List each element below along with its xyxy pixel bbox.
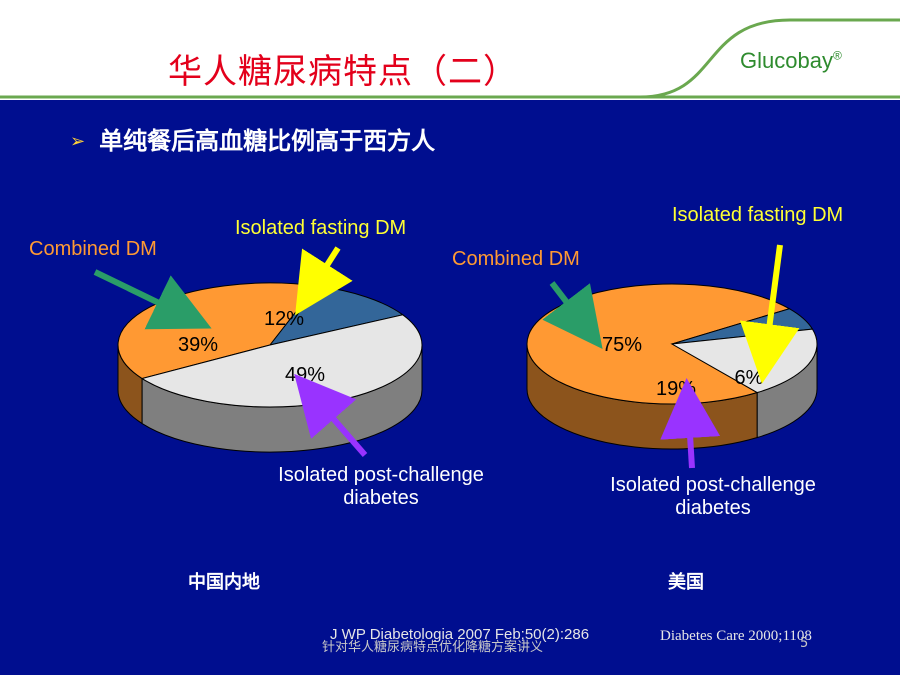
us-post-label-line2: diabetes xyxy=(675,497,751,519)
us-region-label: 美国 xyxy=(668,572,704,593)
page-number: 5 xyxy=(800,636,809,651)
china-data-label-fasting: 12% xyxy=(264,308,304,330)
bullet-point: ➢ 单纯餐后高血糖比例高于西方人 xyxy=(70,121,435,156)
us-combined-label: Combined DM xyxy=(452,248,580,270)
us-fasting-label: Isolated fasting DM xyxy=(672,204,844,226)
callout-arrows xyxy=(93,244,800,469)
china-post-label-line1: Isolated post-challenge xyxy=(278,464,484,486)
china-combined-label: Combined DM xyxy=(29,238,157,260)
china-post-label-line2: diabetes xyxy=(343,487,419,509)
china-region-label: 中国内地 xyxy=(188,572,260,593)
footer-text: 针对华人糖尿病特点优化降糖方案讲义 xyxy=(322,640,544,655)
us-fasting-arrow xyxy=(739,244,800,384)
china-data-label-combined: 39% xyxy=(178,334,218,356)
china-fasting-label: Isolated fasting DM xyxy=(235,217,407,239)
header-decoration xyxy=(0,18,900,99)
slide-header xyxy=(0,0,900,100)
china-data-label-post_challenge: 49% xyxy=(285,364,325,386)
arrow-bullet-icon: ➢ xyxy=(70,131,86,152)
china-post-label: Isolated post-challenge diabetes xyxy=(236,464,526,510)
us-combined-arrow xyxy=(542,281,603,350)
us-post-label: Isolated post-challenge diabetes xyxy=(568,474,858,520)
brand-name: Glucobay xyxy=(740,48,833,73)
bullet-text: 单纯餐后高血糖比例高于西方人 xyxy=(99,127,436,155)
slide-title: 华人糖尿病特点（二） xyxy=(168,52,518,92)
china-reference: J WP Diabetologia 2007 Feb;50(2):286 xyxy=(330,626,590,643)
us-data-label-post_challenge: 19% xyxy=(656,378,696,400)
us-data-label-combined: 75% xyxy=(602,334,642,356)
us-reference: Diabetes Care 2000;1108 xyxy=(660,628,812,644)
brand-logo: Glucobay® xyxy=(740,48,842,74)
china-fasting-arrow xyxy=(295,246,353,316)
china-combined-arrow xyxy=(93,269,212,330)
registered-mark: ® xyxy=(832,48,842,63)
us-data-label-fasting: 6% xyxy=(735,367,764,389)
us-post-arrow xyxy=(660,378,721,469)
china-post-arrow xyxy=(294,373,368,457)
us-post-label-line1: Isolated post-challenge xyxy=(610,474,816,496)
